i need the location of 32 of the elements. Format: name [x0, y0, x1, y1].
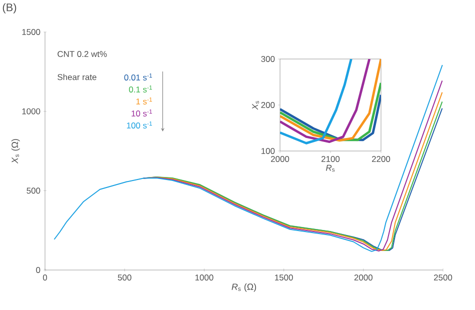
chart-title: (B) — [2, 3, 16, 14]
x-tick-label: 2000 — [271, 156, 290, 162]
x-tick-label: 2100 — [322, 156, 340, 162]
y-tick-label: 1000 — [22, 108, 40, 114]
y-tick-label: 500 — [26, 188, 40, 194]
y-axis-title: X$_{s}$ (Ω) — [11, 139, 20, 164]
x-tick-label: 1000 — [195, 274, 214, 281]
y-axis-title: X$_{s}$ — [252, 101, 260, 110]
annotation: CNT 0.2 wt% — [58, 51, 107, 57]
text: 0.01 s$^{-1}$ — [124, 74, 152, 80]
y-tick-label: 200 — [261, 102, 275, 108]
text: 0.1 s$^{-1}$ — [129, 86, 152, 92]
y-tick-label: 1500 — [22, 29, 40, 35]
y-tick-label: 0 — [36, 267, 40, 273]
x-axis-title: R$_{s}$ — [326, 164, 335, 172]
y-tick-label: 100 — [262, 148, 275, 154]
text: 10 s$^{-1}$ — [132, 110, 152, 116]
line-series — [280, 94, 382, 142]
x-tick-label: 500 — [118, 274, 132, 281]
line-series — [54, 64, 443, 252]
legend-title: Shear rate — [58, 74, 96, 80]
x-axis-title: R$_{s}$ (Ω) — [232, 283, 256, 292]
y-tick-label: 300 — [261, 56, 275, 62]
x-tick-label: 0 — [42, 274, 48, 281]
x-tick-label: 1500 — [275, 274, 293, 281]
line-series — [280, 82, 382, 142]
x-tick-label: 2200 — [372, 156, 390, 162]
text: 100 s$^{-1}$ — [126, 122, 152, 128]
text: 1 s$^{-1}$ — [136, 98, 152, 104]
line-series — [280, 58, 352, 144]
x-tick-label: 2000 — [354, 274, 372, 281]
x-tick-label: 2500 — [434, 274, 452, 281]
